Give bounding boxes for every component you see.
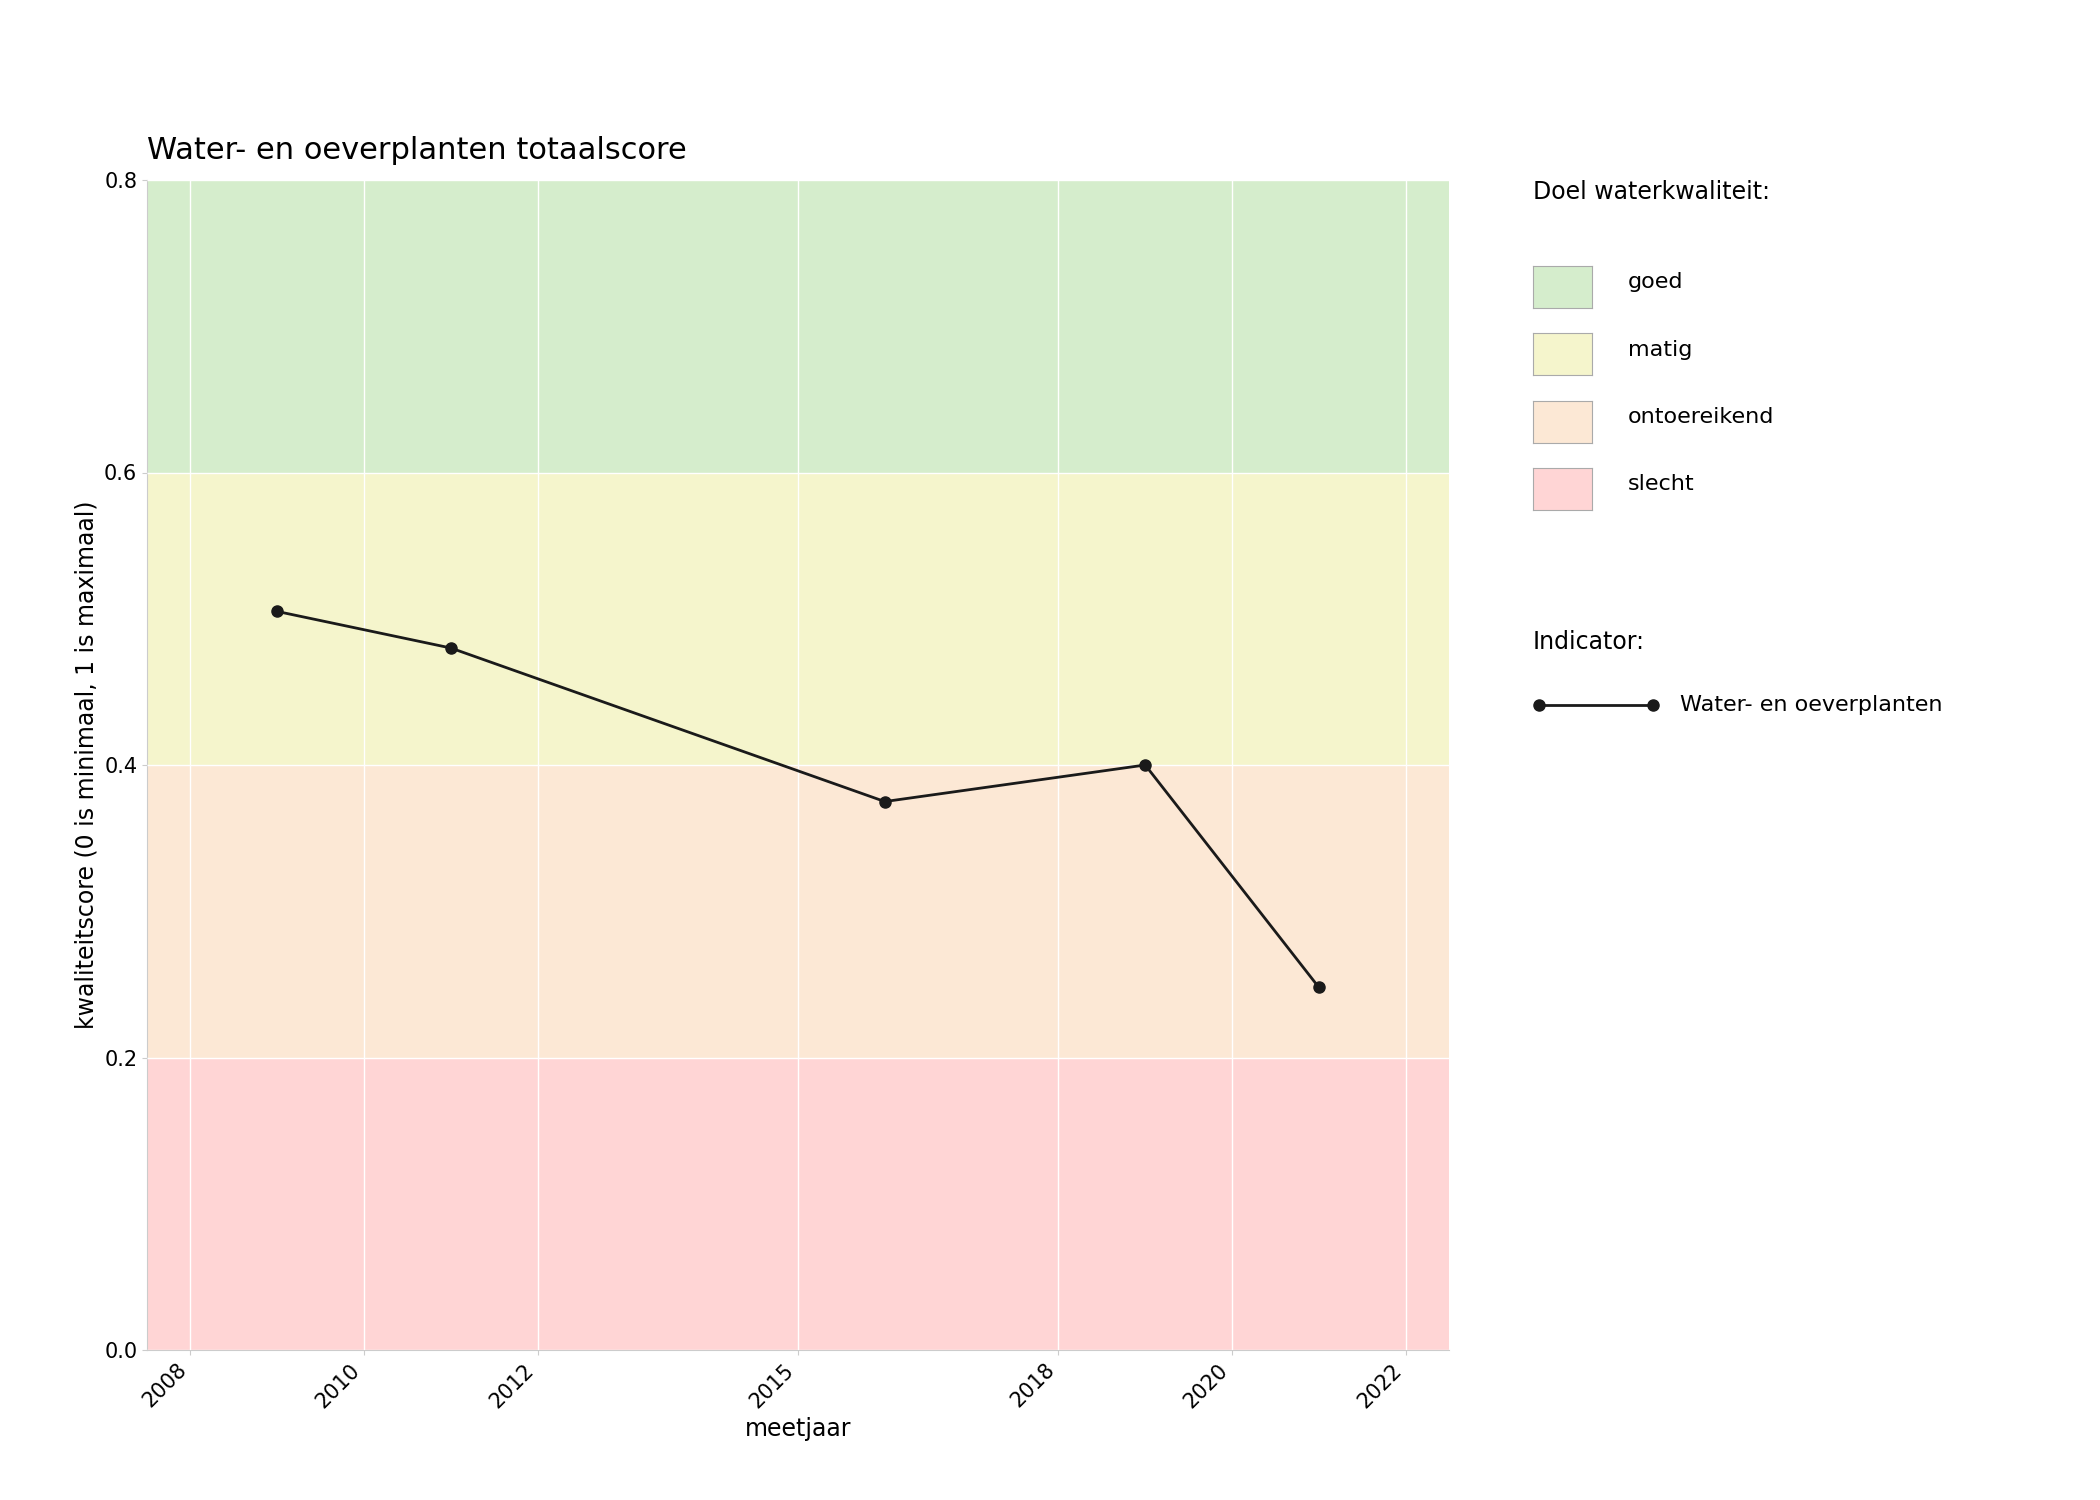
Bar [147,765,1449,1058]
Y-axis label: kwaliteitscore (0 is minimaal, 1 is maximaal): kwaliteitscore (0 is minimaal, 1 is maxi… [74,501,99,1029]
Text: matig: matig [1628,339,1693,360]
Text: slecht: slecht [1628,474,1695,495]
Text: Water- en oeverplanten: Water- en oeverplanten [1680,694,1942,715]
Text: goed: goed [1628,272,1682,292]
Bar [147,472,1449,765]
Text: Water- en oeverplanten totaalscore: Water- en oeverplanten totaalscore [147,136,687,165]
X-axis label: meetjaar: meetjaar [746,1418,851,1442]
Text: Doel waterkwaliteit:: Doel waterkwaliteit: [1533,180,1770,204]
Text: ontoereikend: ontoereikend [1628,406,1774,427]
Bar [147,180,1449,472]
Text: Indicator:: Indicator: [1533,630,1644,654]
Bar [147,1058,1449,1350]
